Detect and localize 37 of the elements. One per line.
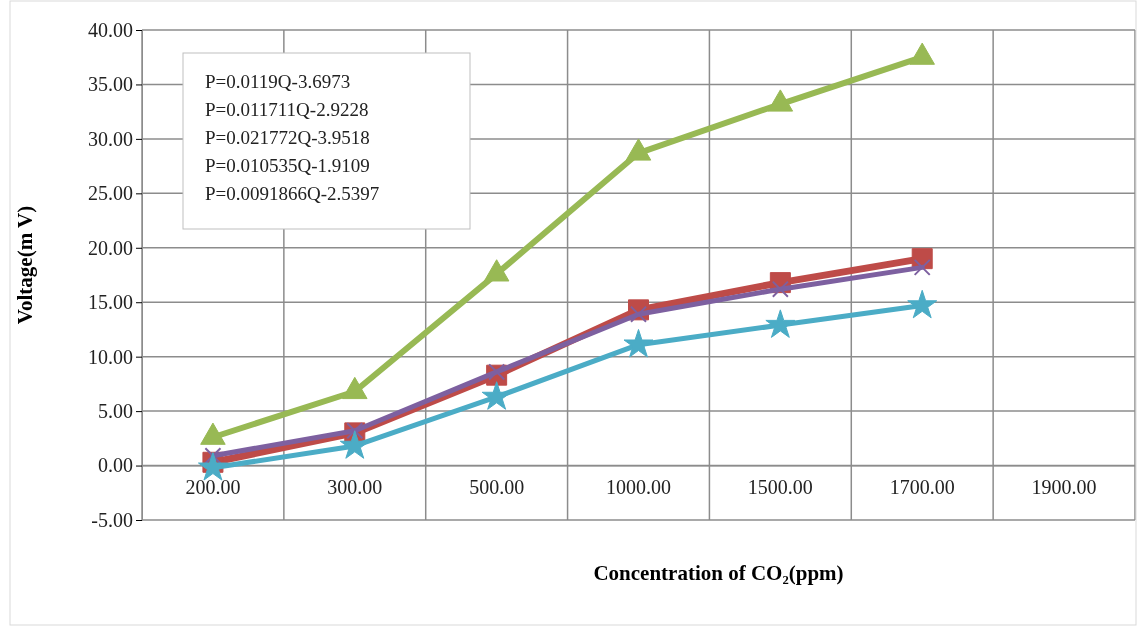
point [765, 309, 796, 338]
point [771, 280, 789, 298]
x-tick-label: 200.00 [185, 475, 241, 498]
annotation: P=0.0091866Q-2.5397 [205, 183, 380, 204]
y-tick-label: 40.00 [88, 18, 133, 41]
x-tick-label: 1500.00 [747, 475, 813, 498]
annotation: P=0.021772Q-3.9518 [205, 127, 370, 148]
y-tick-label: 25.00 [88, 182, 133, 205]
y-tick-label: 10.00 [88, 345, 133, 368]
x-axis-title: Concentration of CO₂(ppm) [593, 561, 844, 585]
x-tick-label: 500.00 [469, 475, 525, 498]
y-tick-label: 20.00 [88, 236, 133, 259]
annotation: P=0.010535Q-1.9109 [205, 155, 370, 176]
x-tick-label: 1900.00 [1031, 475, 1097, 498]
point [204, 447, 222, 465]
y-axis-title: Voltage(m V) [13, 205, 37, 325]
y-tick-label: 5.00 [98, 400, 133, 423]
y-tick-label: 30.00 [88, 127, 133, 150]
annotation: P=0.011711Q-2.9228 [205, 99, 369, 120]
point [907, 289, 938, 319]
x-tick-label: 1000.00 [606, 475, 671, 498]
point [488, 363, 506, 381]
point [767, 89, 794, 112]
point [909, 42, 935, 65]
point [197, 452, 228, 481]
point [913, 258, 931, 276]
y-tick-label: 0.00 [98, 454, 133, 477]
x-tick-label: 300.00 [327, 475, 383, 498]
point [483, 259, 510, 282]
annotation: P=0.0119Q-3.6973 [205, 71, 351, 92]
point [629, 305, 648, 323]
point [623, 328, 654, 358]
y-tick-label: 35.00 [88, 73, 133, 96]
y-tick-label: 15.00 [88, 291, 133, 314]
point [625, 138, 652, 161]
y-tick-label: -5.00 [91, 508, 133, 531]
x-tick-label: 1700.00 [889, 475, 955, 498]
